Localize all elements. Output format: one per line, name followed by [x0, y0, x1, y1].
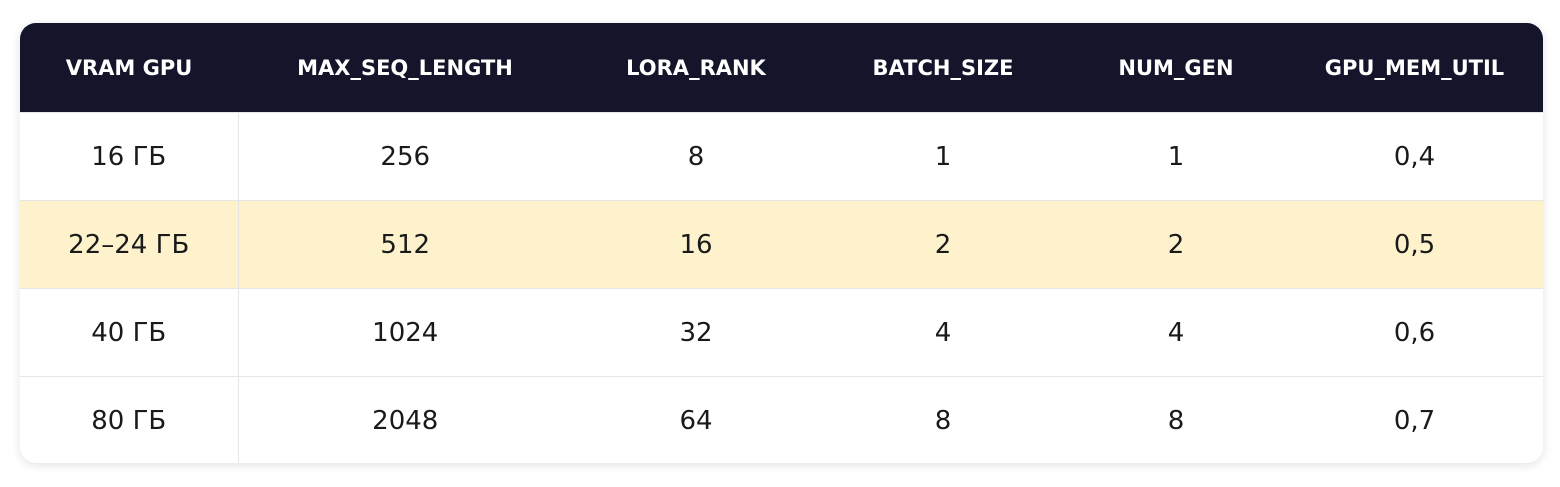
- table-cell: 2: [820, 200, 1066, 289]
- table-cell: 22–24 ГБ: [20, 200, 239, 289]
- table-header: VRAM GPU MAX_SEQ_LENGTH LORA_RANK BATCH_SIZ…: [20, 23, 1543, 113]
- table-cell: 4: [820, 288, 1066, 377]
- table-row: 16 ГБ 256 8 1 1 0,4: [20, 112, 1543, 201]
- table-cell: 32: [572, 288, 820, 377]
- table-row: 22–24 ГБ 512 16 2 2 0,5: [20, 200, 1543, 289]
- table-cell: 80 ГБ: [20, 376, 239, 463]
- table-cell: 256: [238, 112, 572, 201]
- header-cell: LORA_RANK: [572, 23, 820, 113]
- table-cell: 2048: [238, 376, 572, 463]
- table-cell: 512: [238, 200, 572, 289]
- header-row: VRAM GPU MAX_SEQ_LENGTH LORA_RANK BATCH_SIZ…: [20, 23, 1543, 113]
- table-cell: 40 ГБ: [20, 288, 239, 377]
- header-cell: BATCH_SIZE: [820, 23, 1066, 113]
- table-cell: 1024: [238, 288, 572, 377]
- table-cell: 16: [572, 200, 820, 289]
- table-cell: 8: [1066, 376, 1286, 463]
- table-cell: 4: [1066, 288, 1286, 377]
- table-cell: 64: [572, 376, 820, 463]
- table-cell: 1: [1066, 112, 1286, 201]
- table-cell: 8: [572, 112, 820, 201]
- table: VRAM GPU MAX_SEQ_LENGTH LORA_RANK BATCH_SIZ…: [20, 23, 1543, 463]
- table-card: VRAM GPU MAX_SEQ_LENGTH LORA_RANK BATCH_SIZ…: [20, 23, 1543, 463]
- table-cell: 0,5: [1286, 200, 1543, 289]
- table-body: 16 ГБ 256 8 1 1 0,4 22–24 ГБ 512 16 2 2 0,5 40 ГБ 102…: [20, 112, 1543, 463]
- table-cell: 0,4: [1286, 112, 1543, 201]
- header-cell: GPU_MEM_UTIL: [1286, 23, 1543, 113]
- header-cell: NUM_GEN: [1066, 23, 1286, 113]
- table-cell: 8: [820, 376, 1066, 463]
- table-cell: 2: [1066, 200, 1286, 289]
- table-cell: 0,7: [1286, 376, 1543, 463]
- table-cell: 16 ГБ: [20, 112, 239, 201]
- table-row: 40 ГБ 1024 32 4 4 0,6: [20, 288, 1543, 377]
- table-cell: 0,6: [1286, 288, 1543, 377]
- header-cell: MAX_SEQ_LENGTH: [238, 23, 572, 113]
- header-cell: VRAM GPU: [20, 23, 238, 113]
- table-cell: 1: [820, 112, 1066, 201]
- table-row: 80 ГБ 2048 64 8 8 0,7: [20, 376, 1543, 463]
